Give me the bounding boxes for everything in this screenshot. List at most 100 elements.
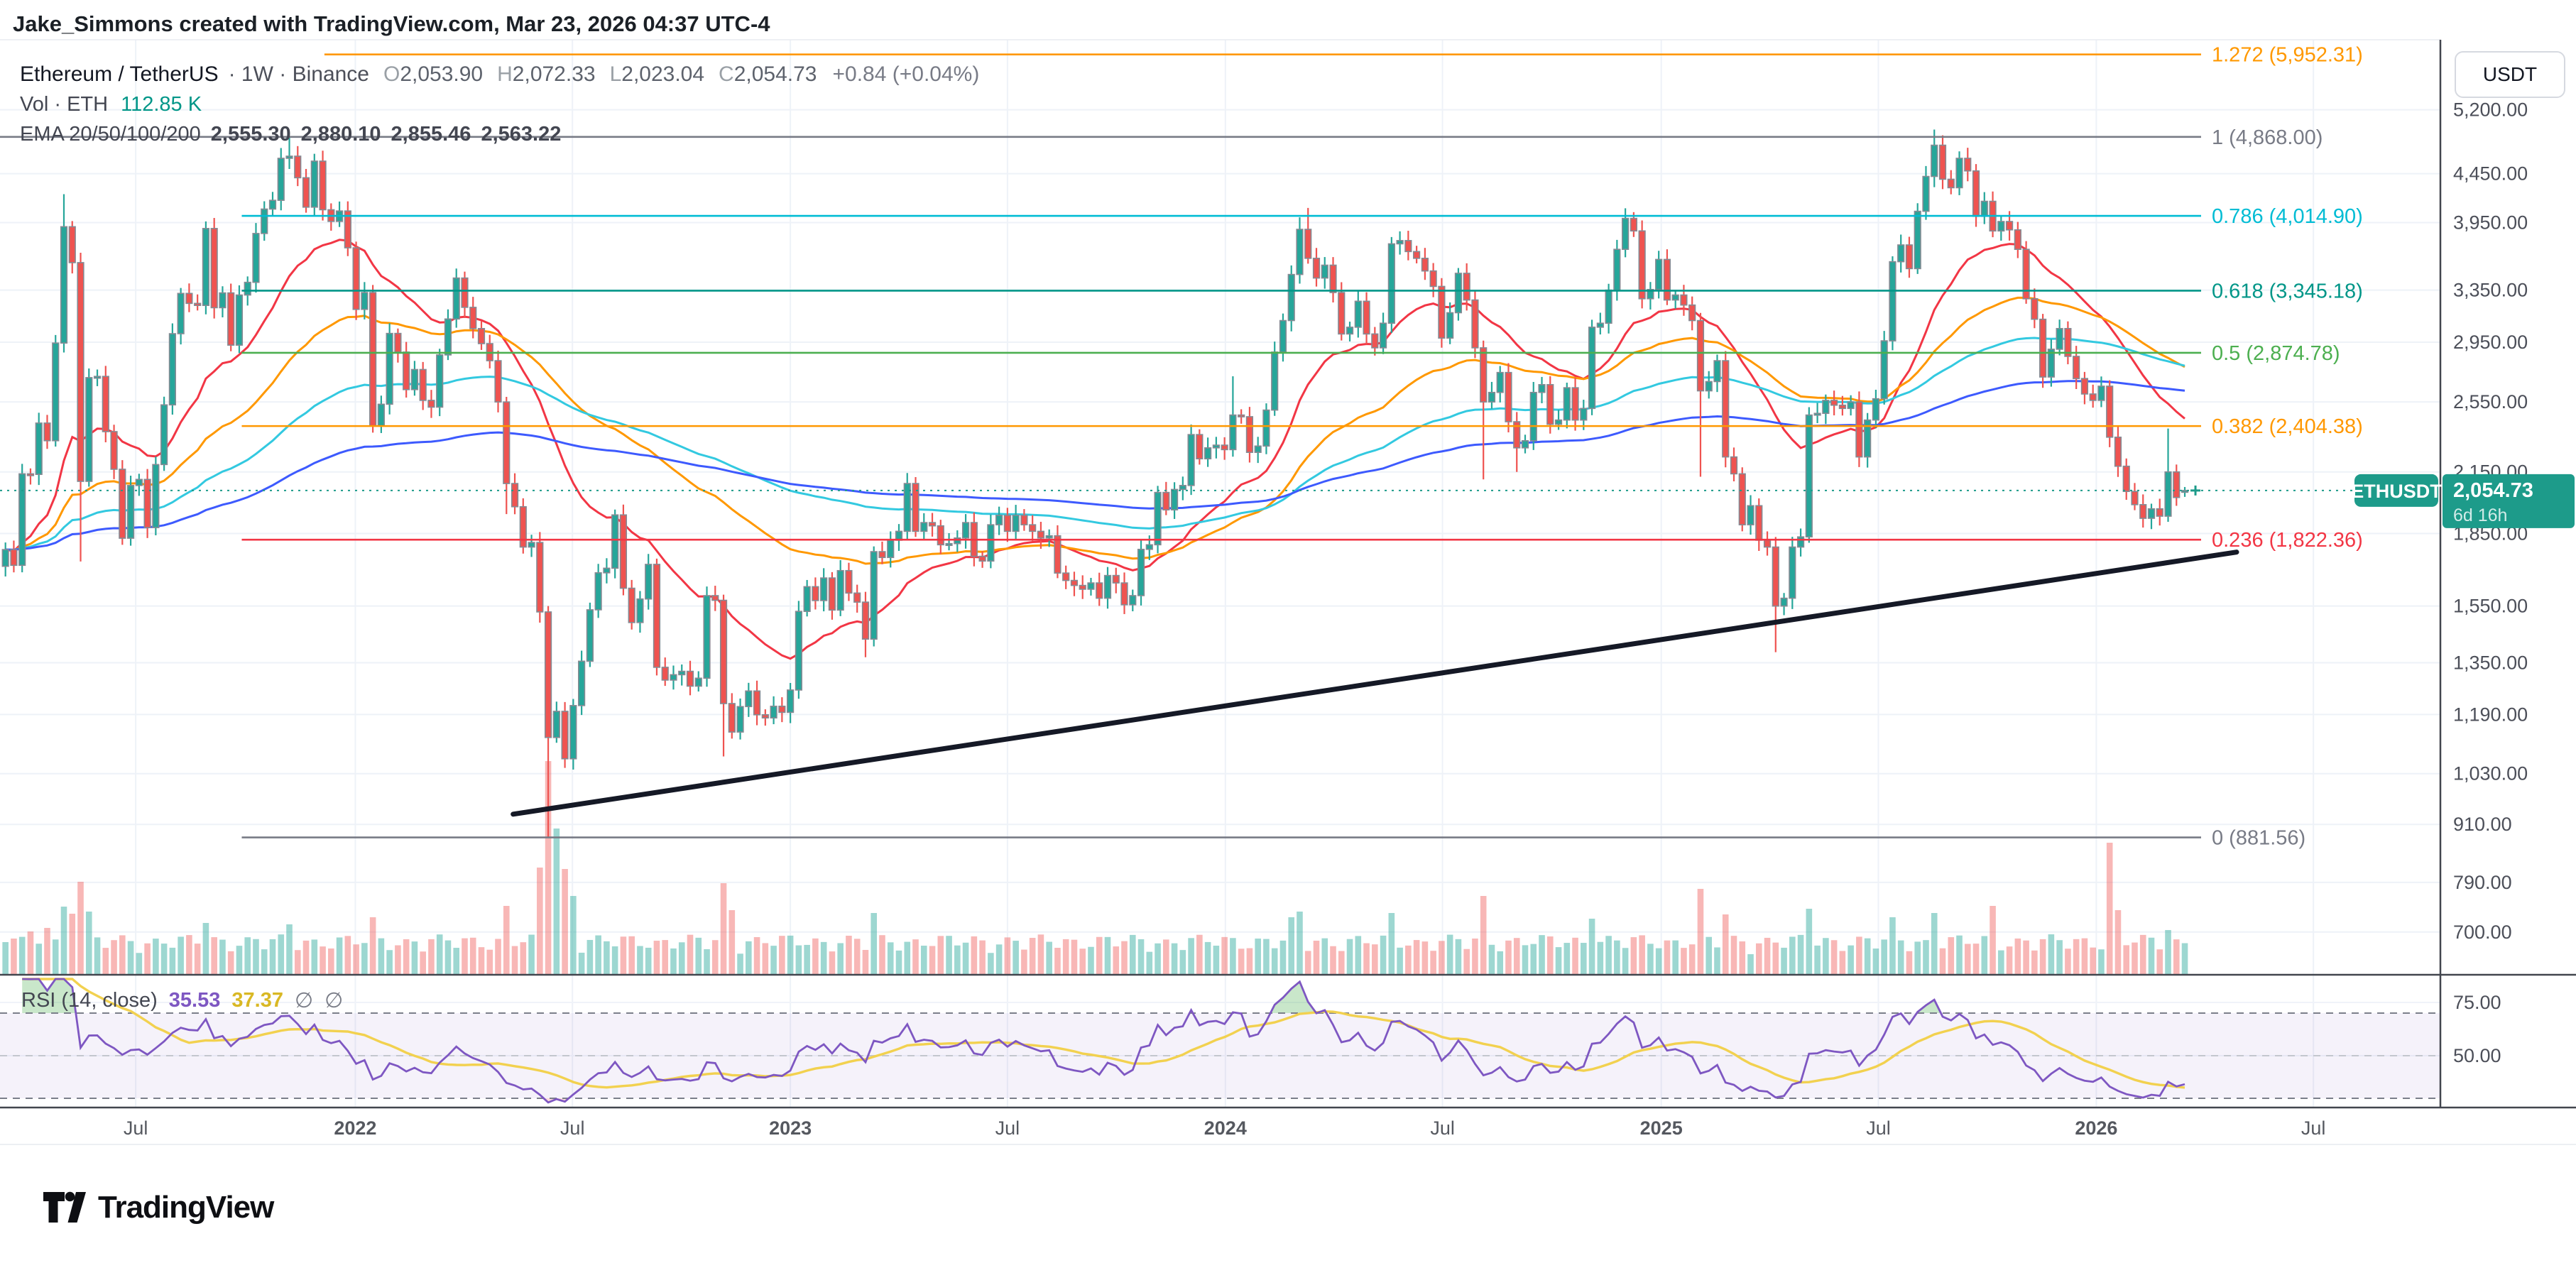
volume-bar (1830, 940, 1838, 974)
volume-bar (227, 951, 234, 974)
ema50-line (5, 296, 2185, 565)
candle-body (503, 401, 511, 484)
volume-bar (2132, 942, 2138, 974)
volume-bar (160, 944, 168, 974)
candle-body (1012, 515, 1020, 532)
volume-bar (2081, 938, 2088, 974)
candle-body (2181, 490, 2189, 493)
volume-bar (1255, 939, 1261, 974)
candle-body (1671, 294, 1679, 301)
rsi-disabled-plot-icon[interactable]: ∅ (294, 989, 314, 1012)
candle-body (277, 158, 285, 201)
currency-toggle-button[interactable]: USDT (2455, 51, 2565, 98)
candle-body (1964, 158, 1972, 172)
fib-label: 1.272 (5,952.31) (2212, 44, 2363, 67)
candle-body (778, 705, 786, 713)
ema-legend-row[interactable]: EMA 20/50/100/200 2,555.30 2,880.10 2,85… (20, 123, 979, 146)
symbol-legend-row[interactable]: Ethereum / TetherUS · 1W · Binance O2,05… (20, 62, 979, 87)
tradingview-logo[interactable]: TradingView (43, 1190, 274, 1225)
volume-bar (1380, 935, 1387, 974)
volume-bar (1664, 940, 1671, 974)
volume-bar (1956, 935, 1963, 974)
volume-bar (119, 935, 126, 974)
candle-body (403, 351, 410, 390)
volume-bar (386, 950, 393, 974)
candle-body (1955, 158, 1963, 189)
candle-body (1480, 347, 1488, 403)
candle-body (394, 332, 402, 353)
price-tick-label: 1,190.00 (2453, 704, 2528, 725)
candle-body (1830, 400, 1838, 406)
candle-body (845, 569, 853, 594)
candle-body (578, 660, 586, 706)
candle-body (636, 598, 644, 623)
candle-body (954, 537, 961, 545)
rsi-disabled-plot-icon-2[interactable]: ∅ (324, 989, 344, 1012)
volume-bar (495, 939, 501, 974)
candle-body (494, 360, 502, 403)
candle-body (987, 524, 995, 562)
rsi-value: 35.53 (168, 989, 221, 1012)
candle-body (1229, 414, 1237, 451)
candle-body (202, 228, 210, 306)
volume-bar (1439, 941, 1445, 974)
volume-bar (1764, 937, 1771, 974)
rsi-ma-value: 37.37 (231, 989, 283, 1012)
symbol-price-pill[interactable]: ETHUSDT (2351, 474, 2442, 507)
volume-bar (1563, 943, 1571, 974)
candle-body (1238, 414, 1245, 417)
candle-body (1321, 264, 1328, 279)
candle-body (1387, 243, 1395, 324)
volume-bar (1939, 948, 1946, 974)
volume-bar (728, 910, 736, 974)
candle-body (10, 549, 18, 567)
candle-body (18, 473, 26, 567)
volume-bar (1330, 946, 1336, 974)
time-tick-label: Jul (2301, 1117, 2326, 1139)
volume-bar (1505, 940, 1512, 974)
candle-body (887, 540, 895, 559)
volume-bar (1605, 936, 1612, 974)
candle-body (1796, 536, 1805, 548)
volume-bar (2006, 946, 2013, 974)
price-axis-scale[interactable]: 5,200.00 4,450.00 3,950.00 3,350.00 2,950.00… (2453, 99, 2528, 1066)
candle-body (1763, 540, 1772, 548)
volume-bar (1355, 936, 1362, 974)
volume-bar (1146, 951, 1153, 974)
volume-bar (711, 940, 719, 974)
volume-bar (962, 942, 969, 974)
candle-body (227, 292, 235, 346)
candle-body (745, 690, 753, 708)
candle-body (1855, 401, 1863, 458)
volume-bar (1238, 948, 1245, 974)
candle-body (1780, 597, 1788, 607)
candle-body (444, 318, 452, 356)
candle-body (1847, 401, 1855, 410)
candles (1, 129, 2189, 838)
candle-body (561, 711, 569, 760)
candle-body (736, 706, 744, 733)
volume-bar (1271, 948, 1278, 974)
trend-line[interactable] (511, 550, 2239, 817)
candle-body (2014, 229, 2021, 251)
volume-bar (1823, 938, 1829, 974)
time-axis-scale[interactable]: Jul 2022 Jul 2023 Jul 2024 Jul 2025 Jul 2026 Jul (124, 1117, 2326, 1139)
candle-body (1413, 251, 1421, 259)
volume-bar (862, 949, 869, 974)
volume-bar (1113, 946, 1120, 974)
volume-bar (2, 942, 9, 974)
candle-body (1922, 175, 1930, 212)
candle-body (1897, 244, 1905, 263)
volume-legend-row[interactable]: Vol · ETH 112.85 K (20, 93, 979, 116)
volume-bar (1546, 936, 1554, 974)
volume-bar (595, 935, 601, 974)
candle-body (1663, 258, 1671, 301)
volume-bar (1522, 945, 1529, 974)
volume-bar (1488, 944, 1495, 974)
price-tick-label: 700.00 (2453, 922, 2512, 943)
price-tick-label: 3,350.00 (2453, 280, 2528, 301)
rsi-legend-row[interactable]: RSI (14, close) 35.53 37.37 ∅ ∅ (21, 988, 343, 1013)
rsi-label: RSI (14, close) (21, 989, 158, 1012)
